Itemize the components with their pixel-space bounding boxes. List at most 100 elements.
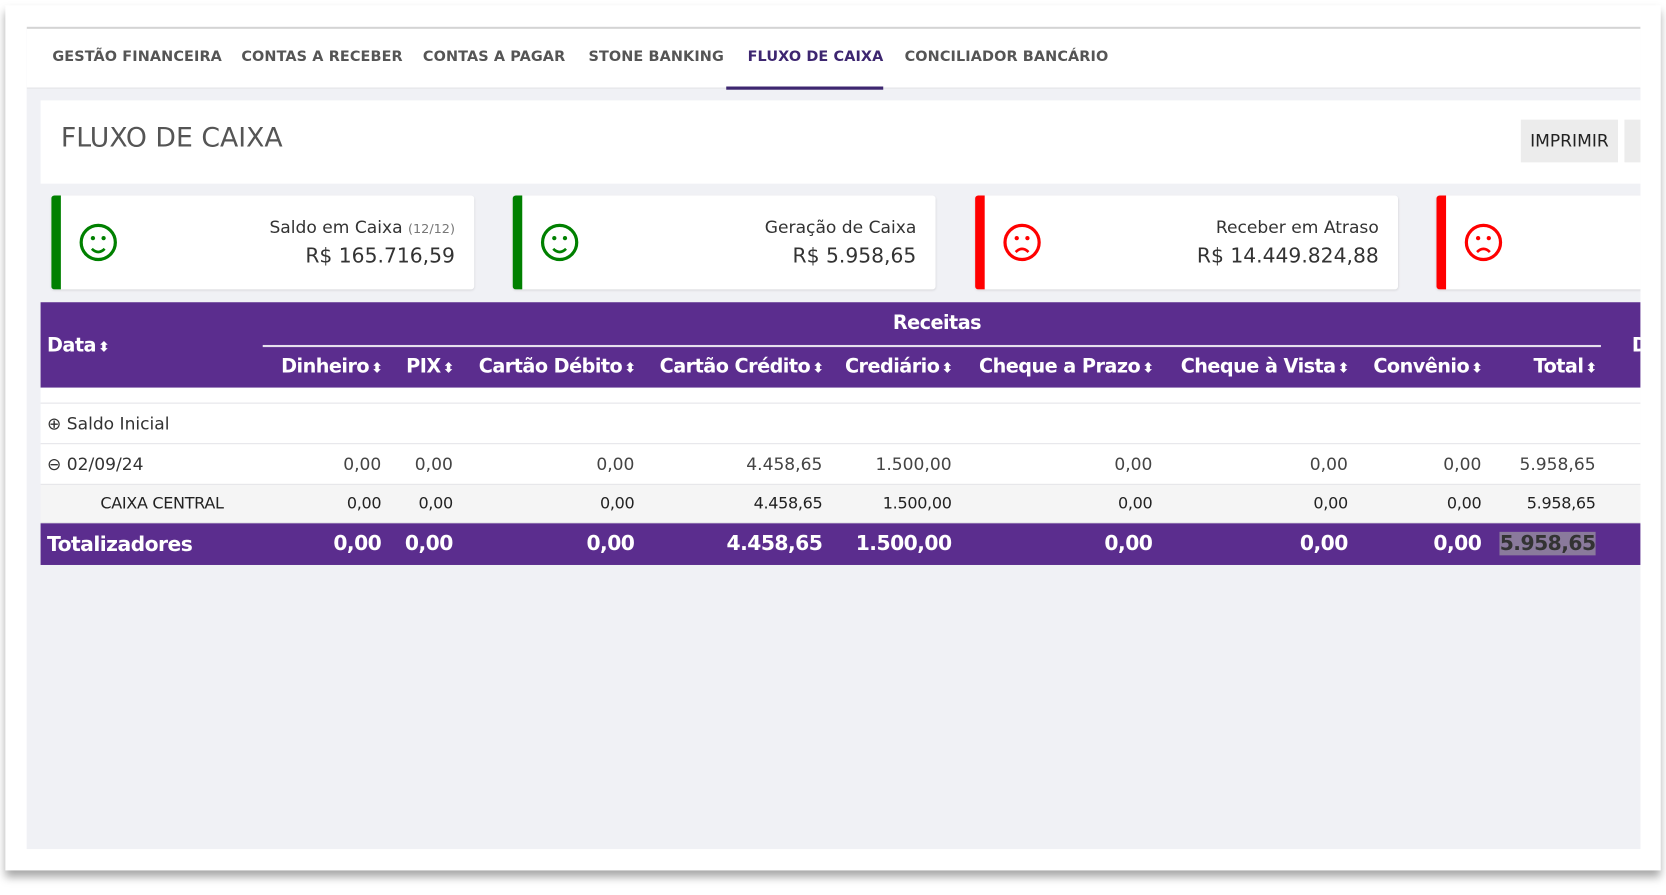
sort-icon[interactable]: ⬍ [371, 360, 383, 378]
tab-stone-banking[interactable]: STONE BANKING [588, 48, 724, 66]
sort-icon[interactable]: ⬍ [812, 360, 824, 378]
smile-icon [79, 223, 117, 262]
tab-contas-a-receber[interactable]: CONTAS A RECEBER [241, 48, 403, 66]
column-label: Cartão Crédito [659, 355, 811, 379]
value-cell: 0,00 [1104, 531, 1153, 556]
sort-icon[interactable]: ⬍ [1471, 360, 1483, 378]
kpi-card: Geração de Caixa R$ 5.958,65 [512, 195, 936, 290]
column-label: Cartão Débito [478, 355, 623, 379]
value-cell: 0,00 [343, 453, 382, 475]
page-title: FLUXO DE CAIXA [60, 121, 283, 153]
column-header[interactable]: Crediário ⬍ [845, 356, 953, 378]
sort-icon[interactable]: ⬍ [941, 360, 954, 378]
collapse-minus-icon[interactable]: ⊖ [46, 453, 62, 475]
column-header[interactable]: Convênio ⬍ [1373, 355, 1483, 379]
value-cell: 0,00 [1443, 453, 1482, 475]
table-header: Data⬍ Receitas D Dinheiro⬍PIX⬍Cartão Déb… [40, 302, 1641, 388]
value-cell: 0,00 [1446, 493, 1482, 513]
kpi-label: Geração de Caixa [765, 217, 917, 237]
value-cell: 0,00 [1309, 453, 1348, 475]
value-cell: 0,00 [346, 493, 382, 513]
print-button[interactable]: IMPRIMIR [1520, 119, 1619, 163]
column-label: Cheque à Vista [1180, 355, 1336, 379]
column-header[interactable]: Total ⬍ [1533, 355, 1598, 379]
sort-icon[interactable]: ⬍ [98, 339, 110, 356]
column-header[interactable]: PIX ⬍ [406, 356, 454, 378]
kpi-label: Receber em Atraso [1216, 217, 1379, 237]
page-header: FLUXO DE CAIXA IMPRIMIR [40, 100, 1641, 184]
column-label: Total [1533, 355, 1584, 379]
kpi-card: Saldo em Caixa (12/12) R$ 165.716,59 [51, 195, 475, 290]
status-bar [975, 195, 985, 290]
frown-icon [1003, 223, 1041, 262]
smile-icon [540, 223, 579, 262]
value-cell: 1.500,00 [875, 453, 952, 475]
value-cell: 0,00 [414, 453, 453, 475]
column-label: Convênio [1373, 355, 1470, 379]
column-header[interactable]: Cheque a Prazo ⬍ [979, 355, 1154, 379]
totals-row: Totalizadores 0,00 0,00 0,00 4.458,65 1.500,… [40, 523, 1641, 565]
group-header-partial: D [1632, 334, 1641, 356]
kpi-label: Saldo em Caixa (12/12) [269, 217, 455, 237]
totals-label: Totalizadores [46, 532, 193, 557]
kpi-label-text: Geração de Caixa [764, 216, 917, 238]
sort-icon[interactable]: ⬍ [1142, 360, 1154, 378]
tab-fluxo-de-caixa[interactable]: FLUXO DE CAIXA [747, 48, 884, 66]
tab-contas-a-pagar[interactable]: CONTAS A PAGAR [422, 48, 566, 66]
spacer-row [40, 387, 1641, 404]
value-cell: 1.500,00 [882, 493, 952, 513]
table-row-saldo-inicial[interactable]: ⊕ Saldo Inicial [40, 403, 1641, 445]
column-header-data[interactable]: Data ⬍ [46, 334, 110, 357]
sort-icon[interactable]: ⬍ [1337, 360, 1350, 378]
value-cell: 0,00 [586, 531, 635, 556]
active-tab-indicator [726, 86, 884, 90]
tab-conciliador-bancario[interactable]: CONCILIADOR BANCÁRIO [904, 48, 1109, 66]
column-label: Cheque a Prazo [979, 355, 1141, 379]
kpi-label-text: Saldo em Caixa [269, 216, 403, 238]
value-cell: 0,00 [596, 453, 635, 475]
table-row-date[interactable]: ⊖ 02/09/24 0,00 0,00 0,00 4.458,65 1.500,00 0… [40, 444, 1641, 485]
column-label: Crediário [844, 355, 940, 379]
date-cell: ⊖ 02/09/24 [47, 454, 144, 474]
kpi-value: R$ 165.716,59 [305, 244, 455, 269]
app-area: GESTÃO FINANCEIRA CONTAS A RECEBER CONTA… [26, 26, 1641, 850]
value-cell: 0,00 [1433, 531, 1482, 556]
column-header[interactable]: Cartão Crédito ⬍ [660, 356, 824, 378]
tab-gestao-financeira[interactable]: GESTÃO FINANCEIRA [52, 48, 222, 66]
column-label: Dinheiro [281, 355, 370, 379]
column-header[interactable]: Cheque à Vista ⬍ [1180, 355, 1350, 379]
kpi-card: Receber em Atraso R$ 14.449.824,88 [975, 195, 1399, 290]
column-label: PIX [406, 355, 441, 379]
value-cell: 1.500,00 [855, 531, 952, 556]
date-label: 02/09/24 [66, 453, 144, 475]
kpi-label-text: Receber em Atraso [1215, 216, 1379, 238]
value-cell: 0,00 [404, 531, 453, 556]
status-bar [1436, 195, 1447, 290]
frown-icon [1464, 223, 1503, 262]
value-cell: 0,00 [418, 493, 453, 513]
value-cell: 0,00 [1114, 453, 1153, 475]
value-cell: 0,00 [1117, 493, 1153, 513]
sort-icon[interactable]: ⬍ [624, 360, 636, 378]
value-cell: 0,00 [599, 493, 635, 513]
value-cell: 0,00 [333, 531, 382, 556]
group-header-receitas: Receitas [892, 311, 982, 335]
column-header[interactable]: Dinheiro ⬍ [281, 355, 383, 379]
saldo-inicial-label: Saldo Inicial [66, 413, 170, 434]
expand-plus-icon[interactable]: ⊕ [46, 413, 62, 434]
column-header[interactable]: Cartão Débito ⬍ [479, 356, 636, 378]
saldo-inicial-cell: ⊕ Saldo Inicial [47, 413, 170, 433]
value-cell: 5.958,65 [1526, 493, 1596, 513]
value-cell: 4.458,65 [726, 531, 823, 556]
account-label: CAIXA CENTRAL [100, 493, 224, 513]
table-row-caixa-central[interactable]: CAIXA CENTRAL 0,00 0,00 0,00 4.458,65 1.500,… [40, 484, 1641, 524]
value-cell: 4.458,65 [746, 453, 823, 475]
column-label: Data [46, 334, 96, 357]
kpi-card [1436, 195, 1641, 290]
group-divider [262, 344, 1601, 348]
value-cell: 5.958,65 [1499, 531, 1596, 556]
sort-icon[interactable]: ⬍ [442, 360, 455, 378]
sort-icon[interactable]: ⬍ [1585, 360, 1598, 378]
cash-flow-table: Data⬍ Receitas D Dinheiro⬍PIX⬍Cartão Déb… [40, 302, 1641, 565]
extra-button[interactable] [1624, 119, 1641, 163]
